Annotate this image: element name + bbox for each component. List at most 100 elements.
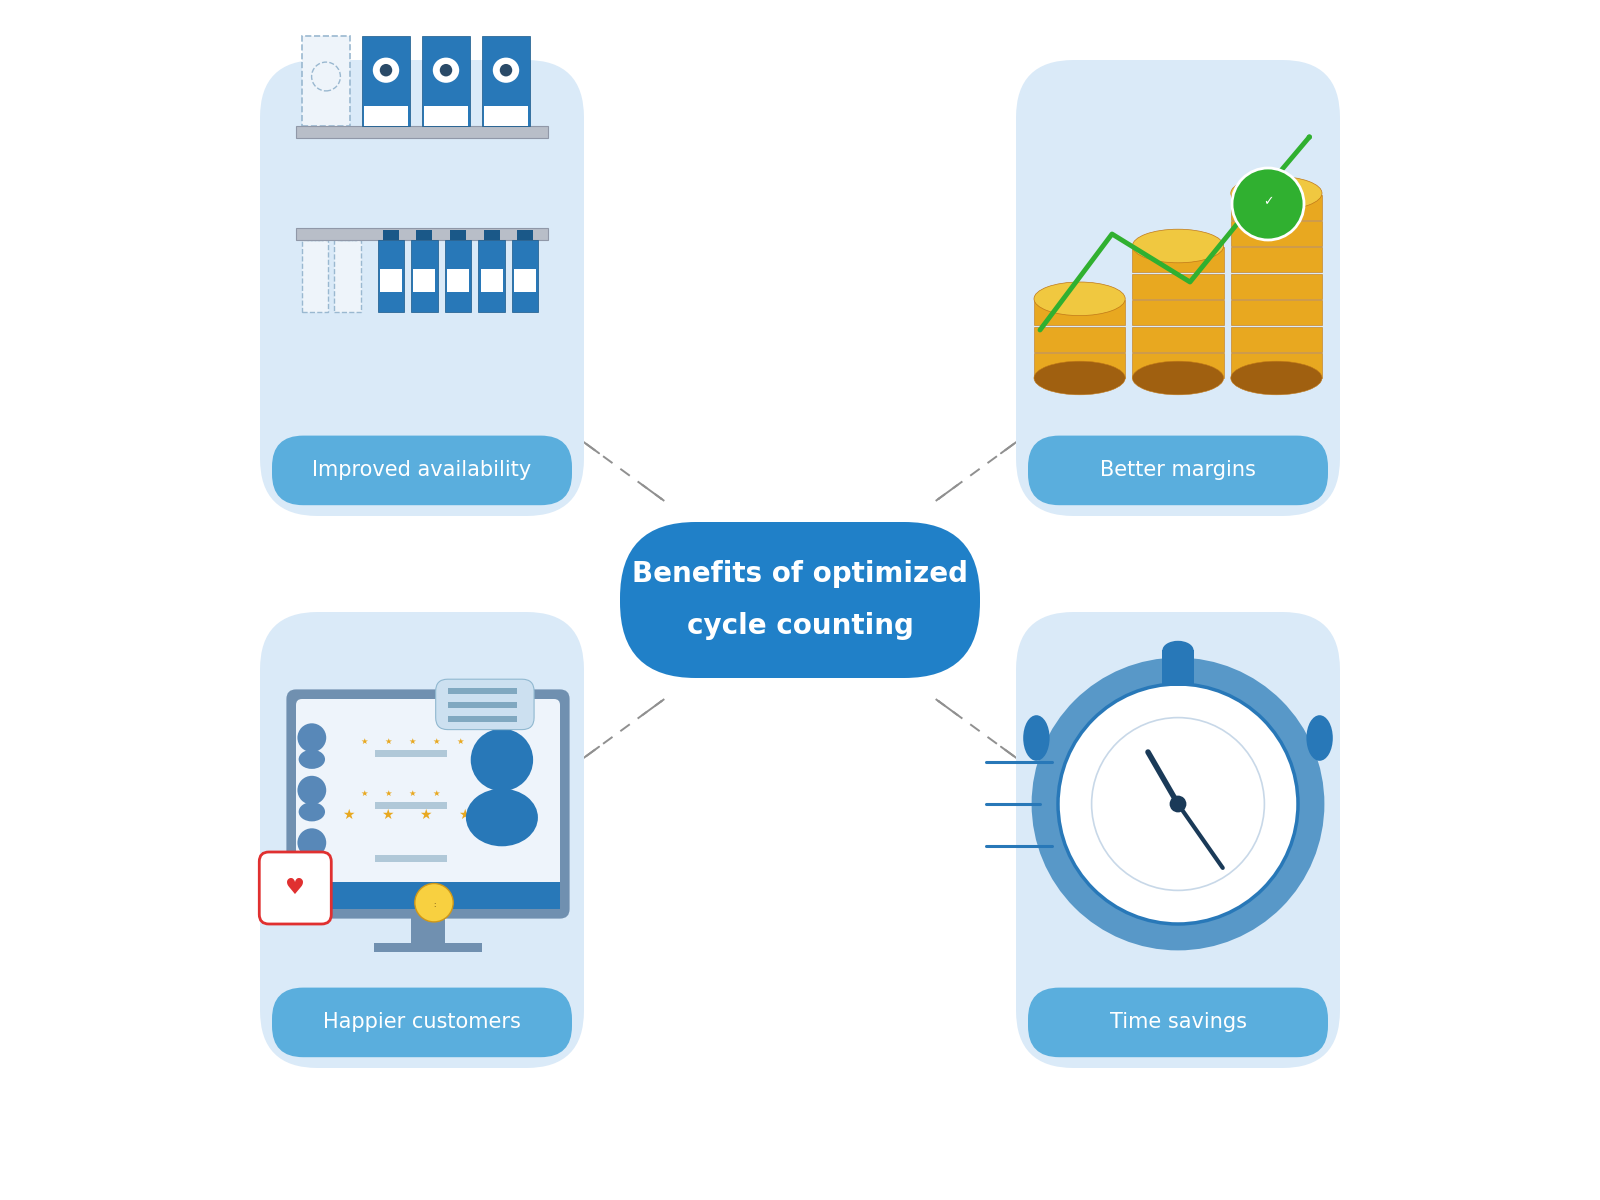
Circle shape — [379, 64, 392, 77]
Text: Benefits of optimized: Benefits of optimized — [632, 559, 968, 588]
Bar — [379, 269, 402, 292]
Bar — [1230, 221, 1322, 246]
Bar — [445, 240, 470, 312]
Text: cycle counting: cycle counting — [686, 612, 914, 641]
Circle shape — [440, 64, 453, 77]
Text: ★: ★ — [458, 737, 464, 745]
Ellipse shape — [299, 854, 325, 874]
Bar — [1034, 300, 1125, 325]
Ellipse shape — [1024, 715, 1050, 761]
Bar — [296, 126, 547, 138]
Text: ★: ★ — [362, 790, 368, 798]
FancyBboxPatch shape — [621, 522, 979, 678]
Bar — [302, 240, 328, 312]
FancyBboxPatch shape — [435, 679, 534, 730]
Text: Time savings: Time savings — [1109, 1013, 1246, 1032]
Bar — [374, 854, 448, 862]
Bar — [483, 230, 499, 240]
Bar — [307, 230, 323, 240]
Bar — [1230, 300, 1322, 325]
Bar — [1162, 650, 1194, 686]
Bar — [1034, 353, 1125, 378]
Bar — [448, 716, 517, 722]
Text: Improved availability: Improved availability — [312, 461, 531, 480]
Text: ✓: ✓ — [1262, 196, 1274, 208]
Bar — [446, 269, 469, 292]
Text: ★: ★ — [410, 790, 416, 798]
Bar — [374, 942, 482, 952]
Bar — [448, 688, 517, 694]
FancyBboxPatch shape — [272, 436, 573, 505]
FancyBboxPatch shape — [286, 689, 570, 918]
Bar — [448, 702, 517, 708]
Bar — [422, 36, 470, 126]
Bar — [374, 750, 448, 757]
Text: :: : — [434, 902, 435, 908]
Text: ★: ★ — [381, 808, 394, 822]
Ellipse shape — [1133, 229, 1224, 263]
Bar — [1230, 194, 1322, 220]
Bar — [374, 802, 448, 809]
Ellipse shape — [1133, 361, 1224, 395]
Text: ★: ★ — [342, 808, 355, 822]
Bar — [478, 240, 506, 312]
Circle shape — [1232, 168, 1304, 240]
Bar — [365, 107, 408, 126]
Text: ★: ★ — [458, 808, 470, 822]
Bar — [482, 36, 530, 126]
Text: Better margins: Better margins — [1101, 461, 1256, 480]
Ellipse shape — [1306, 715, 1333, 761]
Bar — [1133, 247, 1224, 272]
Ellipse shape — [1034, 282, 1125, 316]
FancyBboxPatch shape — [259, 612, 584, 1068]
Bar — [296, 228, 547, 240]
Bar — [1034, 326, 1125, 352]
FancyBboxPatch shape — [1016, 60, 1341, 516]
Circle shape — [298, 775, 326, 804]
Circle shape — [470, 728, 533, 791]
Ellipse shape — [1230, 176, 1322, 210]
Text: ★: ★ — [496, 808, 509, 822]
Bar — [1133, 326, 1224, 352]
Bar — [424, 107, 467, 126]
FancyBboxPatch shape — [272, 988, 573, 1057]
Bar — [485, 107, 528, 126]
Text: ★: ★ — [434, 737, 440, 745]
FancyBboxPatch shape — [1027, 988, 1328, 1057]
FancyBboxPatch shape — [296, 698, 560, 908]
Bar — [1230, 247, 1322, 272]
Bar — [480, 269, 502, 292]
Bar — [378, 240, 403, 312]
Bar — [416, 230, 432, 240]
Text: ★: ★ — [386, 790, 392, 798]
FancyBboxPatch shape — [1027, 436, 1328, 505]
Text: ★: ★ — [410, 737, 416, 745]
Bar — [411, 240, 438, 312]
Ellipse shape — [1230, 361, 1322, 395]
Ellipse shape — [299, 802, 325, 821]
Bar — [514, 269, 536, 292]
FancyBboxPatch shape — [1016, 612, 1341, 1068]
Bar — [1230, 326, 1322, 352]
Bar — [296, 882, 560, 908]
Ellipse shape — [1034, 361, 1125, 395]
Ellipse shape — [1162, 641, 1194, 660]
Bar — [362, 36, 410, 126]
Ellipse shape — [432, 58, 459, 83]
Text: Happier customers: Happier customers — [323, 1013, 522, 1032]
Bar — [1133, 274, 1224, 299]
Text: ★: ★ — [419, 808, 432, 822]
Bar — [1133, 300, 1224, 325]
Bar — [512, 240, 538, 312]
Circle shape — [414, 883, 453, 922]
Ellipse shape — [466, 788, 538, 846]
Ellipse shape — [493, 58, 518, 83]
Bar — [1230, 353, 1322, 378]
FancyBboxPatch shape — [259, 60, 584, 516]
Bar — [413, 269, 435, 292]
Text: ★: ★ — [362, 737, 368, 745]
Text: ★: ★ — [434, 790, 440, 798]
Bar — [1133, 353, 1224, 378]
Circle shape — [1170, 796, 1187, 812]
Circle shape — [1032, 658, 1325, 950]
